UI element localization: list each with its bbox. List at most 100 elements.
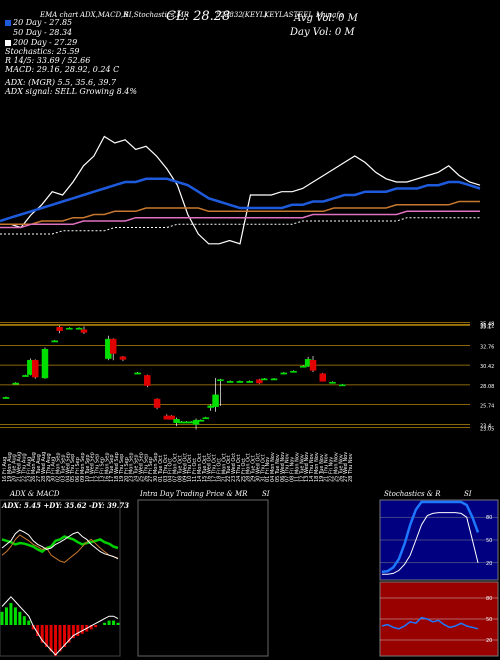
stoch-tick-label: 50 [486,538,492,544]
candle [66,327,73,330]
avg-vol: Avg Vol: 0 M [294,13,358,24]
candle [202,417,210,420]
candle [329,381,336,384]
macd-bar [54,625,58,656]
candle [309,359,317,371]
date-label: 27 Tue Aug [36,454,42,482]
macd-bar [31,625,35,630]
y-tick-label: 35.48 [480,321,494,327]
date-label: 17 Thu Oct [212,454,218,482]
candle [119,356,127,360]
mr-lines: 80 50 20 [380,596,498,644]
date-label: 28 Thu Nov [348,453,354,482]
date-label: 05 Tue Nov [275,454,281,482]
date-label: 31 Thu Oct [260,454,266,482]
macd-bar [112,620,116,625]
macd-bar [89,625,93,630]
candle [236,381,244,383]
stoch-legend: Stochastics: 25.59 [5,47,80,56]
date-label: 06 Fri Sep [75,457,81,482]
adx-panel-values: ADX: 5.45 +DY: 35.62 -DY: 39.73 [2,501,129,510]
date-label: 21 Thu Nov [324,453,330,482]
date-label: 28 Wed Aug [41,452,47,482]
candle [280,372,288,375]
y-tick-label: 35.22 [480,324,494,330]
date-label: 04 Wed Sep [65,452,71,482]
macd-bar [49,625,53,652]
date-label: 18 Fri Oct [216,458,222,482]
date-label: 14 Thu Nov [309,453,315,482]
y-tick-label: 35.1 [480,325,491,331]
y-tick-label: 32.76 [480,344,494,350]
date-label: 09 Mon Sep [80,452,86,482]
symbol-label: (KEYL) [242,11,268,19]
mr-line [381,616,479,630]
date-label: 24 Tue Sep [134,454,140,482]
date-label: 01 Fri Nov [265,457,271,482]
date-label: 26 Tue Nov [338,454,344,482]
stoch_fast-line [382,512,479,575]
macd-line [1,596,119,656]
intraday-si: SI [262,490,270,498]
candle [270,378,278,381]
price-line [0,135,481,245]
date-label: 27 Wed Nov [343,452,349,482]
date-label: 20 Tue Aug [12,454,18,482]
macd-bar [18,611,22,625]
date-label: 10 Thu Oct [187,454,193,482]
macd-legend: MACD: 29.16, 28.92, 0.24 C [5,65,120,74]
adx_white-line [1,529,119,560]
candle [80,329,88,333]
candle [168,415,175,420]
ema20-line [0,177,481,223]
date-label: 06 Wed Nov [280,452,286,482]
candle [256,379,263,384]
stoch-lines: 80 50 20 [380,500,498,575]
date-label: 08 Tue Oct [177,455,183,482]
y-tick-label: 23.4 [480,423,491,429]
macd-bar [103,622,107,625]
date-label: 11 Fri Oct [192,458,198,482]
candle [22,375,29,377]
intraday-panel [137,499,269,657]
date-label: 27 Fri Sep [148,457,154,482]
candle [153,398,161,408]
date-label: 29 Tue Oct [251,455,257,482]
macd-bar [71,625,75,639]
mr-tick-label: 50 [486,617,492,623]
ema20-legend: 20 Day - 27.85 [13,18,73,27]
ema200-legend: 200 Day - 27.29 [13,38,78,47]
ema-chart [0,135,481,245]
date-label: 12 Thu Sep [95,454,101,482]
candle [31,359,39,378]
date-label: 30 Wed Oct [255,453,261,482]
candle [197,419,205,422]
candle [217,379,224,382]
y-tick-label: 28.08 [480,384,494,390]
ema200-swatch [5,40,11,46]
ema100-line [0,210,480,229]
date-label: 19 Thu Sep [119,454,125,482]
date-label: 12 Tue Nov [299,454,305,482]
day-vol: Day Vol: 0 M [290,27,355,38]
date-label: 29 Thu Aug [46,453,52,482]
company-name: KEYLASTEEL [264,11,313,19]
date-label: 03 Tue Sep [60,454,66,482]
date-label: 23 Fri Aug [26,457,32,482]
ema20-swatch [5,20,11,26]
date-label: 17 Tue Sep [109,454,115,482]
ema200-line [0,217,480,235]
date-label: 07 Mon Oct [173,453,179,482]
date-label: 16 Mon Sep [104,452,110,482]
mr-tick-label: 20 [486,638,492,644]
adx-signal: ADX signal: SELL Growing 8.4% [5,87,137,96]
macd-bar [40,625,44,643]
date-label: 21 Mon Oct [221,453,227,482]
candle [226,381,234,383]
date-label: 25 Mon Nov [333,452,339,482]
adx-lines [0,529,120,656]
r-legend: R 14/5: 33.69 / 52.66 [5,56,91,65]
macd-bar [0,611,4,625]
